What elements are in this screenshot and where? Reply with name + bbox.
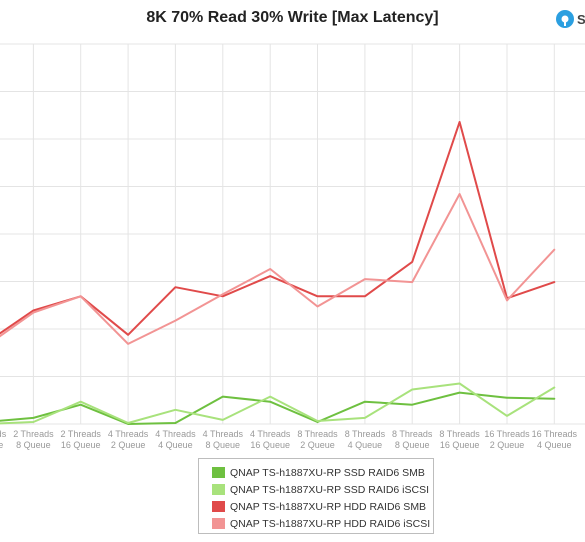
x-tick-label-line: 16 Queue bbox=[250, 440, 290, 450]
x-tick-label: 16 Threads 2 Queue bbox=[484, 429, 530, 450]
x-tick-label-line: 8 Queue bbox=[395, 440, 430, 450]
legend-item: QNAP TS-h1887XU-RP HDD RAID6 SMB bbox=[212, 498, 433, 515]
series-line-4 bbox=[0, 193, 556, 345]
x-tick-label: 8 Threads 4 Queue bbox=[345, 429, 386, 450]
x-tick-label: 2 Threads 8 Queue bbox=[13, 429, 54, 450]
chart-title: 8K 70% Read 30% Write [Max Latency] bbox=[146, 9, 439, 26]
x-tick-label: 2 Threads 16 Queue bbox=[61, 429, 102, 450]
x-tick-label: 8 Threads 16 Queue bbox=[439, 429, 480, 450]
brand-logo: S bbox=[555, 9, 585, 31]
x-tick-label-line: 16 Threads bbox=[484, 429, 530, 439]
x-tick-label-line: 8 Queue bbox=[16, 440, 51, 450]
brand-text: S bbox=[577, 12, 585, 27]
x-tick-label-line: 8 Threads bbox=[297, 429, 338, 439]
x-tick-label-line: 4 Queue bbox=[348, 440, 383, 450]
series-line-2 bbox=[0, 382, 556, 425]
legend-swatch bbox=[212, 501, 225, 512]
chart-legend: QNAP TS-h1887XU-RP SSD RAID6 SMB QNAP TS-… bbox=[198, 458, 434, 534]
series-line-3 bbox=[0, 121, 556, 336]
x-tick-label-line: 16 Queue bbox=[440, 440, 480, 450]
series-line-1 bbox=[0, 391, 556, 425]
x-tick-label: 8 Threads 2 Queue bbox=[297, 429, 338, 450]
legend-swatch bbox=[212, 484, 225, 495]
x-tick-label: 4 Threads 8 Queue bbox=[203, 429, 244, 450]
x-tick-label-line: 2 Queue bbox=[490, 440, 525, 450]
legend-item: QNAP TS-h1887XU-RP HDD RAID6 iSCSI bbox=[212, 515, 433, 532]
x-tick-label-line: 2 Threads bbox=[13, 429, 54, 439]
x-tick-label-line: 4 Threads bbox=[108, 429, 149, 439]
legend-label: QNAP TS-h1887XU-RP SSD RAID6 iSCSI bbox=[230, 483, 429, 496]
x-tick-label-line: 8 Threads bbox=[392, 429, 433, 439]
x-tick-label-line: 1 Threads bbox=[0, 429, 7, 439]
x-tick-label: 16 Threads 4 Queue bbox=[532, 429, 578, 450]
x-tick-label-line: 1 Queue bbox=[0, 440, 3, 450]
x-tick-label: 8 Threads 8 Queue bbox=[392, 429, 433, 450]
brand-logo-icon bbox=[556, 10, 574, 28]
x-tick-label-line: 2 Queue bbox=[111, 440, 146, 450]
x-tick-label-line: 8 Threads bbox=[345, 429, 386, 439]
x-tick-label: 4 Threads 16 Queue bbox=[250, 429, 291, 450]
legend-item: QNAP TS-h1887XU-RP SSD RAID6 iSCSI bbox=[212, 481, 433, 498]
x-tick-label-line: 16 Queue bbox=[61, 440, 101, 450]
x-tick-label-line: 4 Threads bbox=[250, 429, 291, 439]
x-tick-label-line: 2 Threads bbox=[61, 429, 102, 439]
legend-swatch bbox=[212, 467, 225, 478]
x-tick-label-line: 2 Queue bbox=[300, 440, 335, 450]
series-lines bbox=[0, 121, 556, 425]
legend-label: QNAP TS-h1887XU-RP HDD RAID6 iSCSI bbox=[230, 517, 431, 530]
x-tick-label-line: 4 Queue bbox=[158, 440, 193, 450]
x-tick-label-line: 8 Threads bbox=[439, 429, 480, 439]
x-tick-label-line: 4 Threads bbox=[155, 429, 196, 439]
x-tick-label-line: 4 Threads bbox=[203, 429, 244, 439]
x-tick-label-line: 4 Queue bbox=[537, 440, 572, 450]
x-tick-label: 4 Threads 2 Queue bbox=[108, 429, 149, 450]
legend-item: QNAP TS-h1887XU-RP SSD RAID6 SMB bbox=[212, 464, 433, 481]
legend-label: QNAP TS-h1887XU-RP SSD RAID6 SMB bbox=[230, 466, 425, 479]
x-tick-label-line: 8 Queue bbox=[206, 440, 241, 450]
x-tick-label: 4 Threads 4 Queue bbox=[155, 429, 196, 450]
legend-label: QNAP TS-h1887XU-RP HDD RAID6 SMB bbox=[230, 500, 427, 513]
x-tick-label-line: 16 Threads bbox=[532, 429, 578, 439]
grid bbox=[0, 43, 585, 425]
legend-swatch bbox=[212, 518, 225, 529]
